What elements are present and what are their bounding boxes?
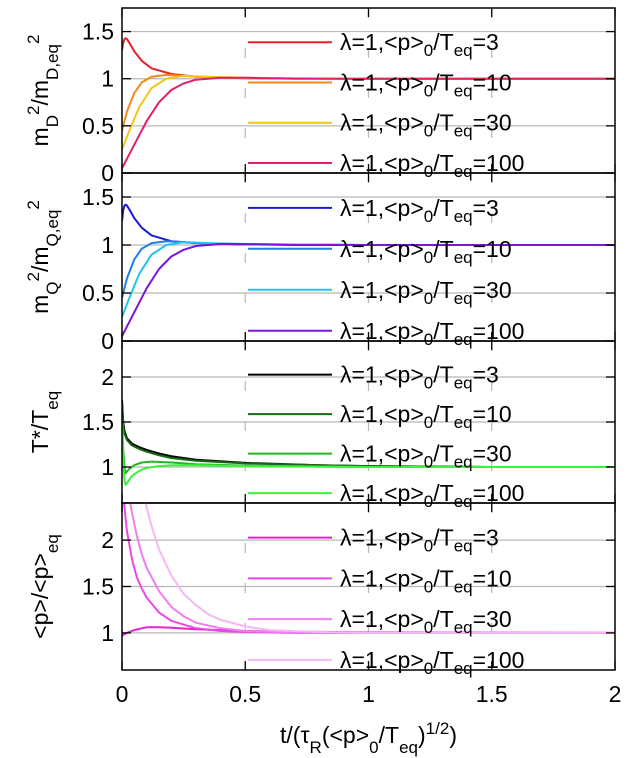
x-label-part-a: t/(τ bbox=[280, 722, 310, 748]
legend-entry-4: λ=1,<p>0/Teq=100 bbox=[340, 150, 524, 181]
label-part-sub2: Q,eq bbox=[43, 210, 62, 247]
panel-3: λ=1,<p>0/Teq=3 λ=1,<p>0/Teq=10 λ=1,<p>0/Te… bbox=[27, 340, 616, 511]
y-tick-label: 1 bbox=[101, 620, 114, 646]
series-group bbox=[122, 399, 615, 486]
label-part-base: m bbox=[27, 127, 53, 146]
label-part-sub2: D,eq bbox=[43, 44, 62, 80]
y-axis-title: mD2/mD,eq2 bbox=[24, 35, 62, 147]
label-part-sup2: 2 bbox=[24, 35, 43, 44]
legend-entry-3: λ=1,<p>0/Teq=30 bbox=[340, 277, 512, 308]
y-tick-label: 1 bbox=[101, 232, 114, 258]
x-label-part-c: (<p> bbox=[322, 722, 369, 748]
series-group bbox=[122, 37, 615, 169]
legend-entry-2: λ=1,<p>0/Teq=10 bbox=[340, 401, 512, 432]
x-tick-label: 0 bbox=[116, 681, 129, 707]
series-group bbox=[122, 503, 615, 637]
y-tick-label: 1.5 bbox=[82, 184, 114, 210]
series-line-3 bbox=[129, 503, 615, 634]
y-axis-title: mQ2/mQ,eq2 bbox=[24, 200, 62, 314]
y-tick-label: 1.5 bbox=[82, 19, 114, 45]
y-tick-label: 2 bbox=[101, 527, 114, 553]
y-axis-title: T*/Teq bbox=[27, 391, 62, 453]
y-tick-label: 0 bbox=[101, 328, 114, 354]
series-line-2 bbox=[122, 403, 615, 468]
x-tick-label: 2 bbox=[609, 681, 622, 707]
y-tick-label: 1.5 bbox=[82, 409, 114, 435]
y-tick-label: 2 bbox=[101, 364, 114, 390]
series-group bbox=[122, 203, 615, 337]
panel-4: λ=1,<p>0/Teq=3 λ=1,<p>0/Teq=10 λ=1,<p>0/Te… bbox=[27, 502, 616, 678]
label-part-slash: /m bbox=[27, 246, 53, 272]
x-label-part-e: /T bbox=[379, 722, 399, 748]
legend-entry-1: λ=1,<p>0/Teq=3 bbox=[340, 362, 499, 393]
legend-entry-3: λ=1,<p>0/Teq=30 bbox=[340, 606, 512, 637]
series-line-4 bbox=[122, 243, 615, 337]
legend-entry-4: λ=1,<p>0/Teq=100 bbox=[340, 480, 524, 511]
legend-entry-1: λ=1,<p>0/Teq=3 bbox=[340, 29, 499, 60]
x-label-part-g: ) bbox=[418, 722, 426, 748]
x-label-part-d: 0 bbox=[369, 738, 378, 757]
panel-2: λ=1,<p>0/Teq=3 λ=1,<p>0/Teq=10 λ=1,<p>0/Te… bbox=[24, 172, 616, 354]
y-tick-label: 1 bbox=[101, 66, 114, 92]
x-label-part-f: eq bbox=[399, 738, 418, 757]
legend-entry-2: λ=1,<p>0/Teq=10 bbox=[340, 565, 512, 596]
x-label-part-b: R bbox=[310, 738, 322, 757]
label-part-base: T*/T bbox=[27, 410, 53, 453]
x-axis-title: t/(τR(<p>0/Teq)1/2) bbox=[280, 719, 457, 757]
y-tick-label: 0.5 bbox=[82, 113, 114, 139]
label-part-sub: Q bbox=[43, 281, 62, 294]
label-part-sub: D bbox=[43, 115, 62, 127]
x-tick-label: 1.5 bbox=[476, 681, 508, 707]
x-label-part-i: ) bbox=[449, 722, 457, 748]
label-part-sup: 2 bbox=[24, 272, 43, 281]
legend-entry-1: λ=1,<p>0/Teq=3 bbox=[340, 525, 499, 556]
y-tick-label: 0.5 bbox=[82, 280, 114, 306]
label-part-base: <p>/<p> bbox=[27, 553, 53, 639]
y-tick-label: 1 bbox=[101, 454, 114, 480]
x-label-part-h: 1/2 bbox=[426, 719, 450, 738]
legend-entry-1: λ=1,<p>0/Teq=3 bbox=[340, 195, 499, 226]
x-tick-label: 1 bbox=[362, 681, 375, 707]
legend-entry-4: λ=1,<p>0/Teq=100 bbox=[340, 647, 524, 678]
y-tick-label: 1.5 bbox=[82, 574, 114, 600]
x-tick-label: 0.5 bbox=[229, 681, 261, 707]
y-axis-title: <p>/<p>eq bbox=[27, 534, 62, 639]
series-line-4 bbox=[144, 503, 615, 634]
series-line-4 bbox=[122, 76, 615, 169]
series-line-4 bbox=[122, 421, 615, 486]
label-part-sup: 2 bbox=[24, 106, 43, 115]
label-part-sup2: 2 bbox=[24, 200, 43, 209]
panel-1: λ=1,<p>0/Teq=3 λ=1,<p>0/Teq=10 λ=1,<p>0/Te… bbox=[24, 7, 616, 186]
legend-entry-2: λ=1,<p>0/Teq=10 bbox=[340, 69, 512, 100]
label-part-base: m bbox=[27, 295, 53, 314]
label-part-slash: /m bbox=[27, 80, 53, 106]
label-part-sub: eq bbox=[43, 391, 62, 410]
label-part-sub: eq bbox=[43, 534, 62, 553]
legend-entry-2: λ=1,<p>0/Teq=10 bbox=[340, 236, 512, 267]
legend-entry-3: λ=1,<p>0/Teq=30 bbox=[340, 441, 512, 472]
legend-entry-3: λ=1,<p>0/Teq=30 bbox=[340, 110, 512, 141]
y-tick-label: 0 bbox=[101, 160, 114, 186]
legend-entry-4: λ=1,<p>0/Teq=100 bbox=[340, 318, 524, 349]
